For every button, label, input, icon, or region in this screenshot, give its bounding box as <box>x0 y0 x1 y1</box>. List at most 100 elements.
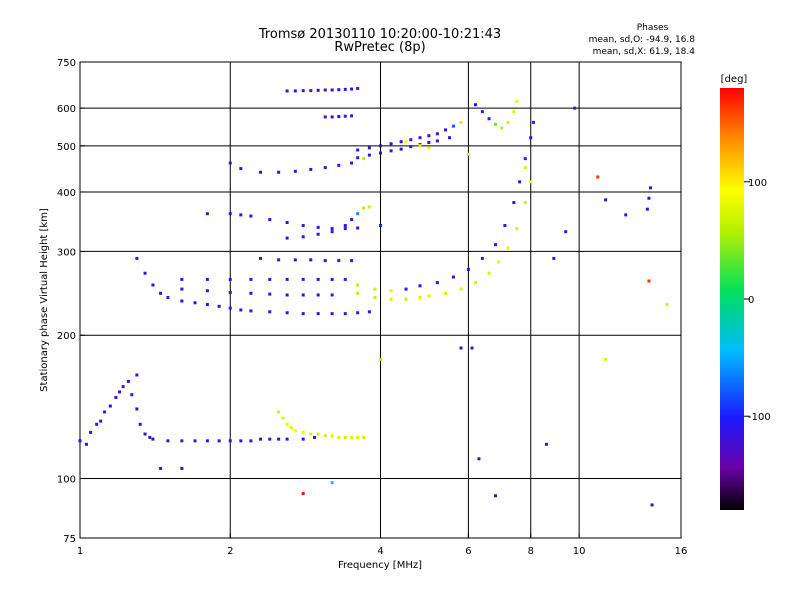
data-point <box>389 289 393 293</box>
data-point <box>316 293 320 297</box>
data-point <box>604 198 608 202</box>
data-point <box>89 430 93 434</box>
y-axis-label: Stationary phase Virtual Height [km] <box>39 208 50 392</box>
data-point <box>268 218 272 222</box>
data-point <box>356 86 360 90</box>
data-point <box>356 291 360 295</box>
data-point <box>277 410 281 414</box>
data-point <box>285 221 289 225</box>
data-point <box>309 258 313 262</box>
data-point <box>448 136 452 140</box>
data-point <box>379 151 382 155</box>
data-point <box>373 287 377 291</box>
data-point <box>459 346 463 350</box>
data-point <box>337 259 341 263</box>
data-point <box>350 87 354 91</box>
data-point <box>277 170 281 174</box>
data-point <box>356 156 360 160</box>
data-point <box>103 410 107 414</box>
data-point <box>249 439 253 443</box>
x-tick-label: 8 <box>528 546 534 557</box>
data-point <box>330 88 334 92</box>
data-point <box>645 207 649 211</box>
data-point <box>389 149 393 153</box>
chart-subtitle: RwPretec (8p) <box>334 40 426 55</box>
data-point <box>135 407 139 411</box>
data-point <box>108 404 112 408</box>
data-point <box>301 277 305 281</box>
data-point <box>205 289 209 293</box>
data-point <box>285 236 289 240</box>
data-point <box>503 224 507 228</box>
data-point <box>293 169 297 173</box>
data-point <box>480 256 484 260</box>
data-point <box>427 134 431 138</box>
data-point <box>323 88 327 92</box>
data-point <box>228 277 232 281</box>
data-point <box>166 296 170 300</box>
data-point <box>330 312 334 316</box>
data-point <box>301 89 305 93</box>
data-point <box>494 122 498 126</box>
data-point <box>649 186 653 190</box>
x-tick-label: 2 <box>227 546 233 557</box>
data-point <box>135 373 139 377</box>
data-point <box>228 161 232 165</box>
data-point <box>228 212 232 216</box>
data-point <box>309 89 313 93</box>
data-point <box>515 227 519 231</box>
data-point <box>596 175 600 179</box>
data-point <box>151 283 155 287</box>
data-point <box>529 136 533 140</box>
data-point <box>350 161 354 165</box>
stats-o-line: mean, sd,O: -94.9, 16.8 <box>588 35 695 45</box>
data-point <box>330 227 334 231</box>
data-point <box>427 294 431 298</box>
colorbar-tick-label: -100 <box>748 412 771 423</box>
data-point <box>281 416 285 420</box>
stats-heading: Phases <box>636 23 669 33</box>
data-point <box>343 435 347 439</box>
data-point <box>180 277 184 281</box>
data-point <box>277 258 281 262</box>
data-point <box>205 212 209 216</box>
data-point <box>138 422 142 426</box>
data-point <box>373 296 377 300</box>
data-point <box>451 275 455 279</box>
data-point <box>249 309 253 313</box>
data-point <box>293 429 297 433</box>
data-point <box>404 287 408 291</box>
data-point <box>573 106 577 110</box>
data-point <box>487 117 491 121</box>
data-point <box>451 124 455 128</box>
data-point <box>228 439 232 443</box>
data-point <box>180 439 184 443</box>
data-point <box>389 297 393 301</box>
data-point <box>268 310 272 314</box>
data-point <box>367 146 371 150</box>
data-point <box>285 422 289 426</box>
data-point <box>356 212 360 216</box>
data-point <box>323 166 327 170</box>
data-point <box>316 312 320 316</box>
data-point <box>217 439 221 443</box>
data-point <box>427 141 431 145</box>
data-point <box>337 115 341 119</box>
data-point <box>367 205 371 209</box>
data-point <box>362 435 366 439</box>
data-point <box>487 271 491 275</box>
data-point <box>143 432 147 436</box>
data-point <box>466 152 470 156</box>
data-point <box>473 281 477 285</box>
data-point <box>624 213 628 217</box>
data-point <box>444 128 448 132</box>
y-tick-label: 200 <box>57 331 76 342</box>
data-point <box>477 457 481 461</box>
data-point <box>564 230 568 234</box>
data-point <box>506 246 510 250</box>
data-point <box>180 466 184 470</box>
data-point <box>350 218 354 222</box>
data-point <box>337 435 341 439</box>
data-point <box>356 283 360 287</box>
